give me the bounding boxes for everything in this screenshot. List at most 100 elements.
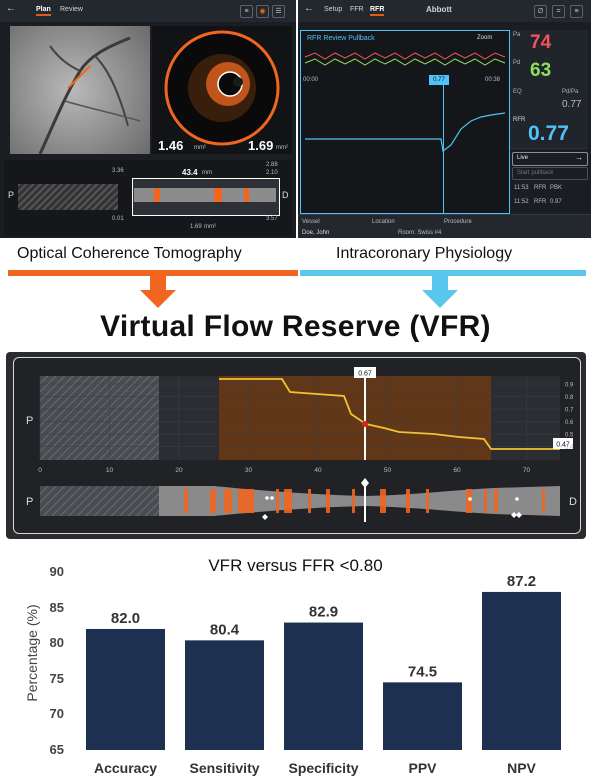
right-stat: 3.57 [266, 216, 278, 222]
main-title: Virtual Flow Reserve (VFR) [100, 310, 491, 343]
back-arrow-icon[interactable]: ← [6, 3, 16, 14]
vfr-cursor-diamond-icon [361, 478, 369, 488]
tab-setup[interactable]: Setup [324, 6, 343, 13]
vfr-plaque-band [276, 489, 279, 513]
tab-review[interactable]: Review [60, 6, 83, 13]
vessel-selector[interactable]: Vessel [302, 219, 320, 225]
vfr-marker-dot [515, 497, 519, 501]
pd-label: Pd [513, 60, 521, 66]
settings-icon[interactable]: ☰ [272, 5, 285, 18]
vfr-x-tick-label: 40 [314, 467, 322, 474]
oct-screenshot: ← Plan Review ≡ ◉ ☰ 1.46 mm² 1.69 mm² P [0, 0, 296, 238]
right-stat: 2.88 [266, 162, 278, 168]
vfr-x-tick-label: 20 [175, 467, 183, 474]
vfr-y-axis: 0.9 0.8 0.7 0.6 0.5 0.4 [565, 383, 574, 452]
vfr-plaque-band [406, 489, 410, 513]
vfr-plaque-band [308, 489, 311, 513]
vfr-marker-dot [270, 496, 274, 500]
plaque-band [214, 188, 222, 202]
y-tick-label: 80 [49, 635, 64, 651]
back-arrow-icon[interactable]: ← [304, 3, 314, 14]
pressure-waveforms [304, 52, 506, 66]
segment-length-unit: mm [202, 170, 212, 176]
proximal-label: P [8, 190, 15, 200]
patient-name: Doe, John [302, 230, 330, 236]
procedure-selector[interactable]: Procedure [444, 219, 472, 225]
vfr-y-tick-label: 0.9 [565, 383, 574, 389]
menu-icon[interactable]: ≡ [240, 5, 253, 18]
history-type: RFR [534, 185, 547, 191]
live-label: Live [517, 155, 529, 161]
pa-label: Pa [513, 32, 521, 38]
x-tick-label: Specificity [288, 760, 358, 776]
physiology-screenshot: ← Setup FFR RFR Abbott ∅ = ≡ RFR Review … [298, 0, 591, 238]
vfr-plaque-band [210, 489, 216, 513]
vfr-plaque-band [484, 489, 487, 513]
vfr-marker-diamond-icon [262, 514, 268, 520]
bar-value-label: 82.0 [111, 610, 140, 627]
bar-npv [482, 591, 561, 750]
cursor-line[interactable] [443, 85, 444, 213]
eye-icon[interactable]: ◉ [256, 5, 269, 18]
plaque-band [154, 188, 160, 202]
vfr-plaque-band [326, 489, 330, 513]
lumen-area-unit-right: mm² [276, 145, 288, 151]
vfr-x-tick-label: 70 [523, 467, 531, 474]
vfr-y-tick-label: 0.8 [565, 395, 574, 401]
vfr-plaque-band [426, 489, 429, 513]
start-pullback-label: Start pullback [517, 170, 554, 176]
start-pullback-button[interactable]: Start pullback [512, 167, 588, 180]
location-selector[interactable]: Location [372, 219, 395, 225]
cursor-value-box[interactable]: 0.77 [429, 75, 449, 85]
arrow-right-icon: → [575, 153, 583, 162]
vfr-x-axis: 0 10 20 30 40 50 60 70 [38, 467, 530, 474]
physiology-footer: Vessel Location Procedure Doe, John Room… [298, 214, 591, 238]
tab-plan[interactable]: Plan [36, 6, 51, 16]
left-stat: 0.01 [112, 216, 124, 222]
abbott-logo: Abbott [426, 5, 452, 14]
eq-icon[interactable]: = [552, 5, 565, 18]
vfr-plaque-bands [184, 489, 545, 513]
vfr-lumen-distal-label: D [569, 496, 577, 508]
y-tick-label: 70 [49, 706, 64, 722]
lumen-profile [134, 188, 276, 202]
right-stat: 2.10 [266, 170, 278, 176]
vfr-plaque-band [466, 489, 472, 513]
physiology-divider-bar [300, 270, 586, 276]
vfr-marker-dot [265, 496, 269, 500]
vfr-plaque-band [184, 489, 188, 513]
y-tick-label: 75 [49, 670, 64, 686]
pd-value: 63 [530, 60, 552, 81]
history-row[interactable]: 11:53 RFR PBK [512, 184, 588, 194]
bar-specificity [284, 622, 363, 750]
eq-label: EQ [513, 89, 522, 95]
lumen-area-left: 1.46 [158, 138, 184, 153]
vfr-x-tick-label: 30 [245, 467, 253, 474]
zoom-label[interactable]: Zoom [477, 35, 493, 41]
history-row[interactable]: 11:52 RFR 0.97 [512, 198, 588, 208]
vfr-lumen-hatched [40, 486, 159, 516]
physiology-topbar: ← Setup FFR RFR Abbott ∅ = ≡ [298, 0, 591, 22]
orange-down-arrow-icon [140, 276, 176, 308]
distal-label: D [282, 190, 289, 200]
tab-ffr[interactable]: FFR [350, 6, 364, 13]
x-tick-label: Sensitivity [189, 760, 259, 776]
proximal-stent-zone [18, 184, 118, 210]
rfr-trend-line [305, 112, 506, 153]
zero-icon[interactable]: ∅ [534, 5, 547, 18]
vfr-lumen-proximal-label: P [26, 496, 33, 508]
menu-icon[interactable]: ≡ [570, 5, 583, 18]
physiology-modality-label: Intracoronary Physiology [336, 245, 513, 262]
vfr-grid [39, 376, 560, 460]
tab-rfr[interactable]: RFR [370, 6, 385, 16]
vfr-lesion-region [219, 376, 491, 460]
history-time: 11:53 [514, 185, 529, 191]
live-button[interactable]: Live → [512, 152, 588, 166]
vfr-marker-diamond-icon [511, 512, 517, 518]
oct-divider-bar [8, 270, 298, 276]
bar-value-label: 74.5 [408, 663, 437, 680]
time-start: 00:00 [303, 77, 319, 83]
vfr-marker-diamond-icon [516, 512, 522, 518]
vfr-plaque-band [352, 489, 355, 513]
